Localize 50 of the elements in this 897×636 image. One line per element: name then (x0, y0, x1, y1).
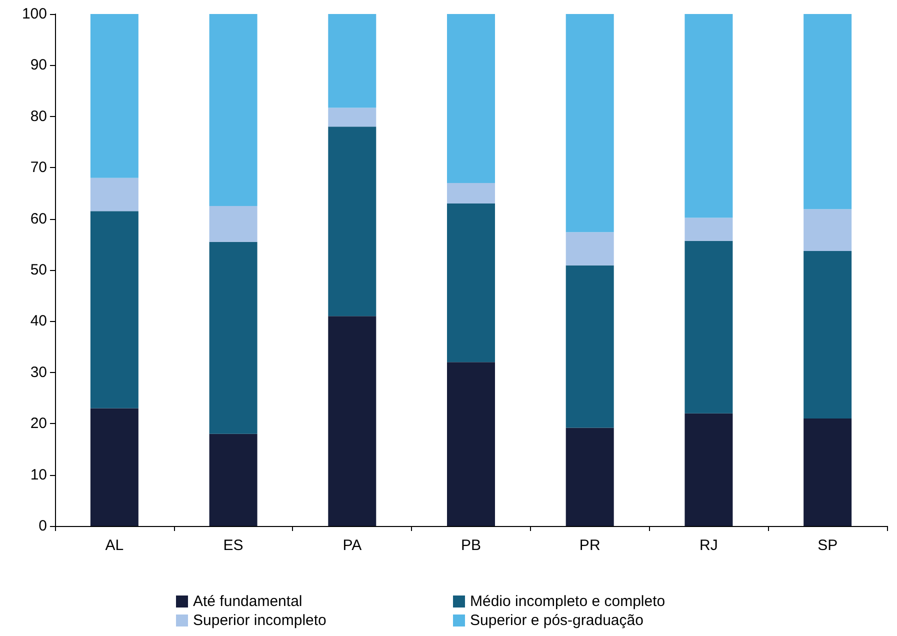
y-tick-label: 100 (22, 6, 47, 22)
bar (684, 240, 733, 414)
y-tick-label: 60 (30, 210, 47, 228)
bar (684, 413, 733, 526)
bar (90, 178, 138, 212)
x-tick-label: PR (579, 537, 600, 554)
bar (447, 362, 495, 526)
y-tick-label: 10 (30, 466, 47, 484)
bar (804, 209, 852, 252)
bar (90, 211, 138, 408)
y-tick-label: 50 (30, 262, 47, 278)
x-tick-label: RJ (700, 537, 718, 554)
x-tick-label: AL (105, 537, 124, 554)
bar (566, 232, 614, 266)
bar (328, 126, 376, 316)
bar (209, 14, 258, 206)
bar (209, 242, 258, 434)
bar (328, 108, 376, 127)
x-tick-label: ES (223, 537, 244, 554)
bar (804, 418, 852, 526)
y-tick-label: 90 (30, 56, 47, 74)
bar (447, 203, 495, 362)
bar (684, 14, 733, 218)
bar (209, 206, 258, 242)
bar (804, 251, 852, 418)
legend-label: Até fundamental (193, 593, 302, 610)
bar (684, 218, 733, 241)
bar (447, 14, 495, 183)
bar (328, 14, 376, 108)
bar (804, 14, 852, 210)
y-tick-label: 20 (30, 415, 47, 432)
legend-label: Superior e pós-graduação (470, 612, 644, 629)
bar (328, 316, 376, 526)
y-tick-label: 80 (30, 108, 47, 125)
y-tick-label: 70 (30, 159, 47, 176)
y-tick-label: 30 (30, 364, 47, 381)
bar (566, 14, 614, 232)
y-tick-label: 40 (30, 312, 47, 330)
bar (90, 408, 138, 526)
bar (90, 14, 138, 178)
x-tick-label: PB (460, 537, 482, 554)
bar (209, 434, 258, 526)
bar (447, 182, 495, 204)
legend-label: Médio incompleto e completo (470, 593, 666, 610)
legend-label: Superior incompleto (193, 612, 326, 629)
x-tick-label: PA (342, 537, 362, 554)
bar (566, 428, 614, 526)
y-tick-label: 0 (38, 518, 47, 534)
bar (566, 265, 614, 428)
x-tick-label: SP (818, 537, 838, 554)
